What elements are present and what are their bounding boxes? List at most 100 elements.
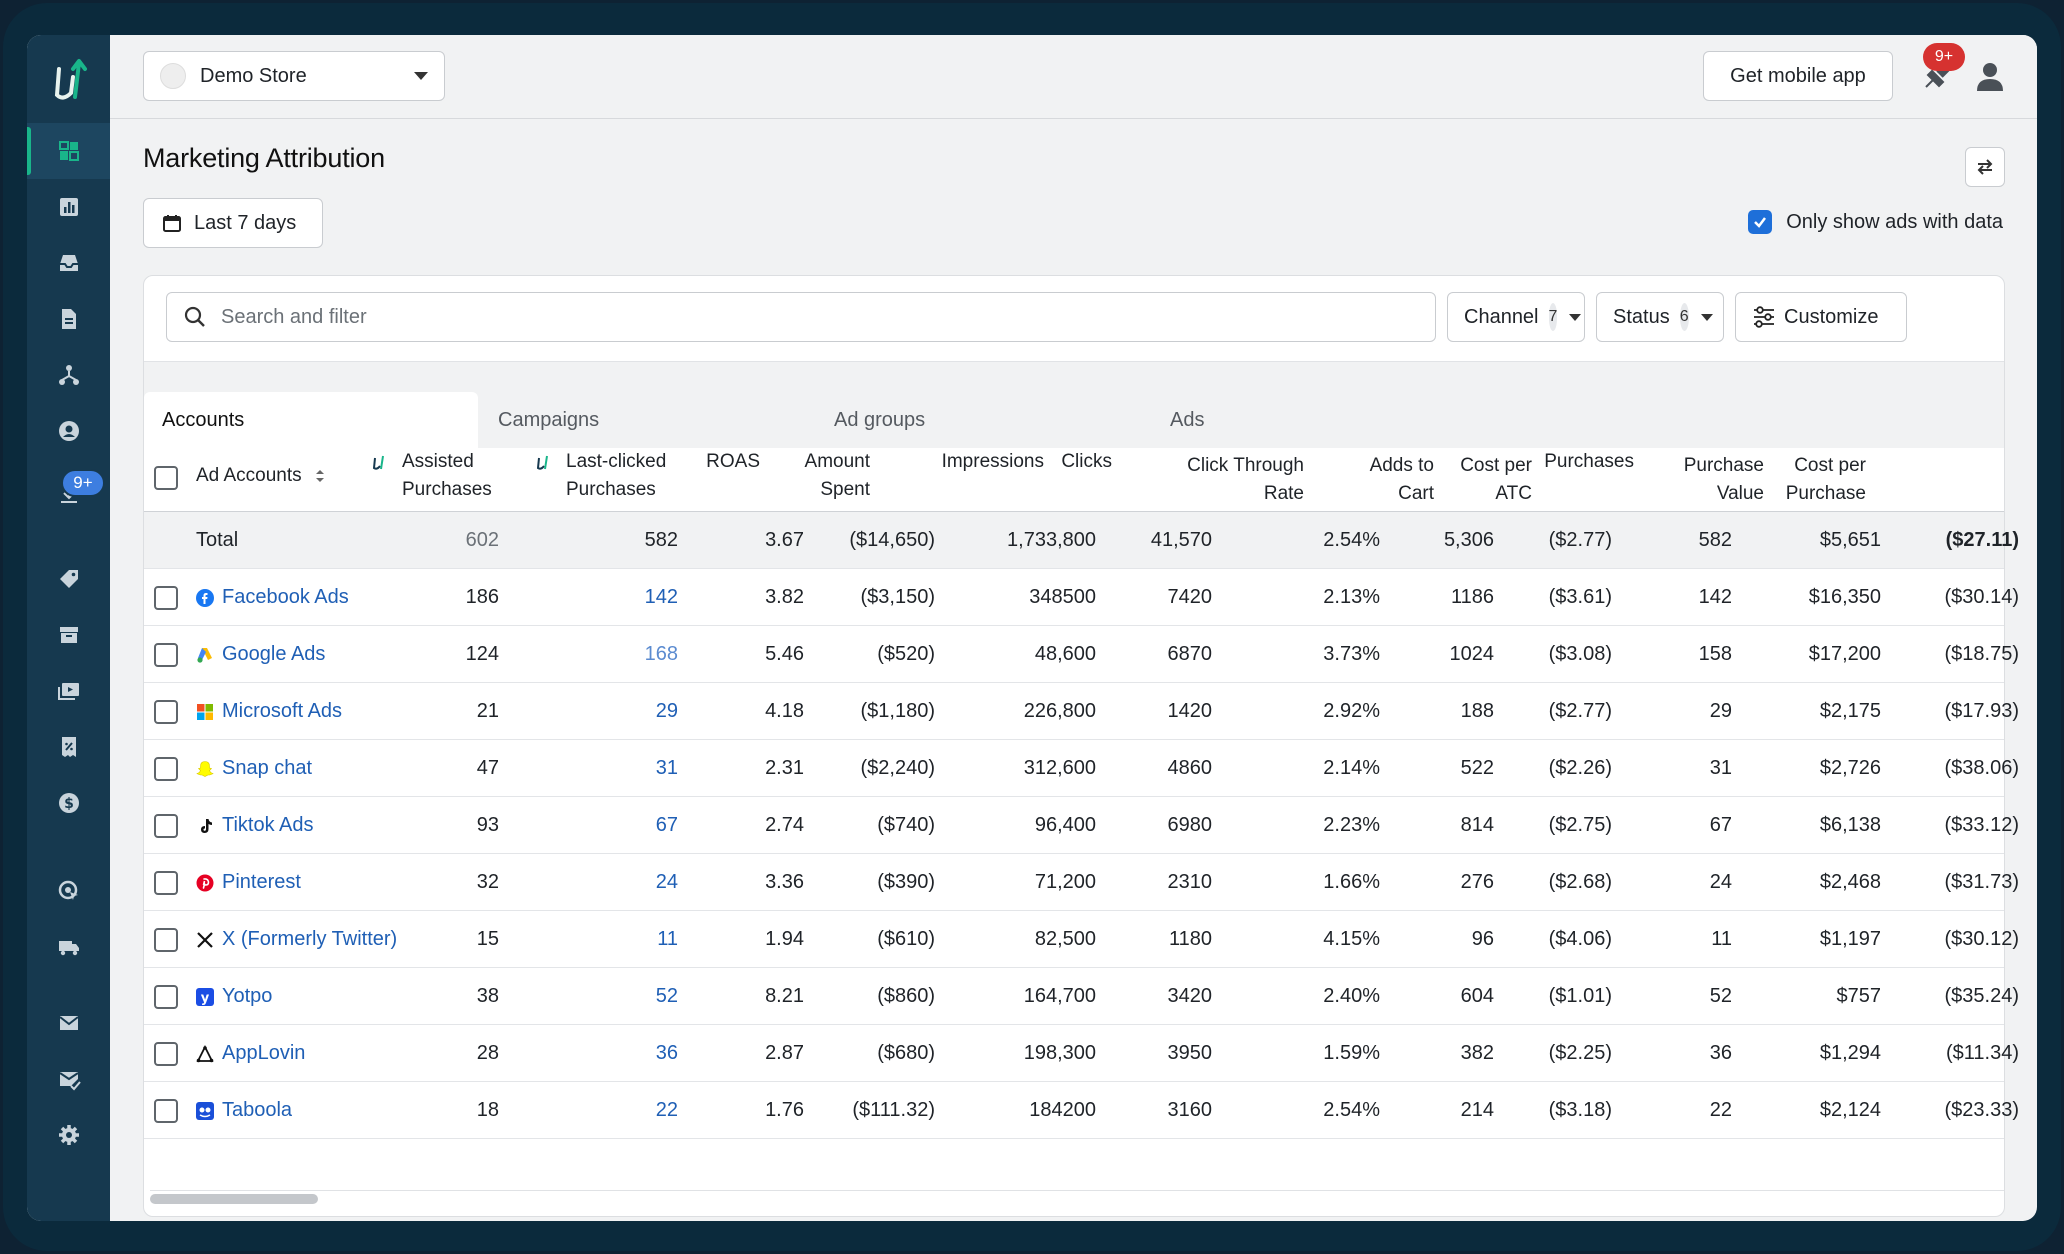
table-row[interactable]: Taboola 18 22 1.76 ($111.32) 184200 3160 2.54% 2… <box>144 1082 2019 1139</box>
column-last-clicked-purchases[interactable]: Last-clicked Purchases <box>536 448 666 504</box>
nav-campaign-mail[interactable] <box>27 1051 110 1107</box>
nav-settings[interactable] <box>27 1107 110 1163</box>
nav-dashboard[interactable] <box>27 123 110 179</box>
nav-network[interactable] <box>27 347 110 403</box>
table-row[interactable]: y Yotpo 38 52 8.21 ($860) 164,700 3420 2.40% 604 (… <box>144 968 2019 1025</box>
cell-atc: 1024 <box>1449 643 1495 665</box>
get-mobile-app-button[interactable]: Get mobile app <box>1703 51 1893 101</box>
date-range-button[interactable]: Last 7 days <box>143 198 323 248</box>
nav-receipts[interactable] <box>27 719 110 775</box>
cell-lastclicked[interactable]: 29 <box>655 700 678 722</box>
account-link[interactable]: Snap chat <box>196 740 312 797</box>
nav-documents[interactable] <box>27 291 110 347</box>
nav-reports[interactable] <box>27 179 110 235</box>
row-checkbox[interactable] <box>154 813 178 838</box>
row-checkbox[interactable] <box>154 927 178 952</box>
table-row[interactable]: Microsoft Ads 21 29 4.18 ($1,180) 226,800 1420… <box>144 683 2019 740</box>
column-cost-per-atc[interactable]: Cost per ATC <box>1434 452 1532 508</box>
account-name[interactable]: AppLovin <box>196 1042 305 1065</box>
nav-inbox[interactable] <box>27 235 110 291</box>
cell-lastclicked[interactable]: 31 <box>655 757 678 779</box>
row-checkbox[interactable] <box>154 1098 178 1123</box>
cell-lastclicked[interactable]: 22 <box>655 1099 678 1121</box>
table-row[interactable]: Tiktok Ads 93 67 2.74 ($740) 96,400 6980 2.23% 8… <box>144 797 2019 854</box>
account-link[interactable]: AppLovin <box>196 1025 305 1082</box>
tab-ad-groups[interactable]: Ad groups <box>834 408 926 431</box>
tab-ads[interactable]: Ads <box>1170 408 1205 431</box>
column-amount-spent[interactable]: Amount Spent <box>744 448 870 504</box>
cell-lastclicked[interactable]: 67 <box>655 814 678 836</box>
account-link[interactable]: Pinterest <box>196 854 301 911</box>
column-purchase-value[interactable]: Purchase Value <box>1644 452 1764 508</box>
account-name[interactable]: y Yotpo <box>196 985 272 1008</box>
search-input[interactable]: Search and filter <box>166 292 1436 342</box>
nav-billing[interactable]: $ <box>27 775 110 831</box>
tab-accounts[interactable]: Accounts <box>144 392 478 448</box>
column-ctr[interactable]: Click Through Rate <box>1104 452 1304 508</box>
column-roas[interactable]: ROAS <box>706 451 760 472</box>
account-link[interactable]: Microsoft Ads <box>196 683 342 740</box>
account-name[interactable]: Pinterest <box>196 871 301 894</box>
column-clicks[interactable]: Clicks <box>1061 451 1112 472</box>
account-link[interactable]: Taboola <box>196 1082 292 1139</box>
customize-button[interactable]: Customize <box>1735 292 1907 342</box>
status-filter-button[interactable]: Status 6 <box>1596 292 1724 342</box>
cell-lastclicked[interactable]: 11 <box>657 928 678 950</box>
nav-mail[interactable] <box>27 995 110 1051</box>
row-checkbox[interactable] <box>154 642 178 667</box>
swap-view-button[interactable] <box>1965 147 2005 187</box>
account-name[interactable]: Microsoft Ads <box>196 700 342 723</box>
table-row[interactable]: Pinterest 32 24 3.36 ($390) 71,200 2310 1.66% 27… <box>144 854 2019 911</box>
nav-media[interactable] <box>27 663 110 719</box>
nav-profile[interactable] <box>27 403 110 459</box>
account-link[interactable]: y Yotpo <box>196 968 272 1025</box>
account-name[interactable]: Taboola <box>196 1099 292 1122</box>
account-name[interactable]: Tiktok Ads <box>196 814 314 837</box>
cell-lastclicked[interactable]: 24 <box>655 871 678 893</box>
nav-tags[interactable] <box>27 551 110 607</box>
nav-archive[interactable] <box>27 607 110 663</box>
only-show-ads-toggle[interactable]: Only show ads with data <box>1748 210 2003 234</box>
row-checkbox[interactable] <box>154 870 178 895</box>
account-name[interactable]: Snap chat <box>196 757 312 780</box>
account-link[interactable]: X (Formerly Twitter) <box>196 911 397 968</box>
column-cost-per-purchase[interactable]: Cost per Purchase <box>1744 452 1866 508</box>
table-row[interactable]: AppLovin 28 36 2.87 ($680) 198,300 3950 1.59% 38… <box>144 1025 2019 1082</box>
row-checkbox[interactable] <box>154 585 178 610</box>
chevron-down-icon <box>1569 313 1582 321</box>
account-name[interactable]: X (Formerly Twitter) <box>196 928 397 951</box>
channel-filter-button[interactable]: Channel 7 <box>1447 292 1585 342</box>
row-checkbox[interactable] <box>154 984 178 1009</box>
user-icon[interactable] <box>1975 61 2005 93</box>
cell-lastclicked[interactable]: 36 <box>655 1042 678 1064</box>
table-row[interactable]: X (Formerly Twitter) 15 11 1.94 ($610) 82,500… <box>144 911 2019 968</box>
cell-ctr: 4.15% <box>1323 928 1380 950</box>
column-ad-accounts[interactable]: Ad Accounts <box>196 462 326 490</box>
account-link[interactable]: Tiktok Ads <box>196 797 314 854</box>
table-row[interactable]: Snap chat 47 31 2.31 ($2,240) 312,600 4860 2.14… <box>144 740 2019 797</box>
column-purchases[interactable]: Purchases <box>1544 451 1634 472</box>
row-checkbox[interactable] <box>154 1041 178 1066</box>
column-adds-to-cart[interactable]: Adds to Cart <box>1334 452 1434 508</box>
cell-lastclicked[interactable]: 168 <box>644 643 678 665</box>
account-link[interactable]: Facebook Ads <box>196 569 349 626</box>
cell-lastclicked[interactable]: 52 <box>655 985 678 1007</box>
nav-targeting[interactable] <box>27 863 110 919</box>
horizontal-scrollbar[interactable] <box>150 1190 2004 1204</box>
table-row[interactable]: Facebook Ads 186 142 3.82 ($3,150) 348500 7420… <box>144 569 2019 626</box>
account-name[interactable]: Facebook Ads <box>196 586 349 609</box>
row-checkbox[interactable] <box>154 756 178 781</box>
scrollbar-thumb[interactable] <box>150 1194 318 1204</box>
column-impressions[interactable]: Impressions <box>941 451 1044 472</box>
column-assisted-purchases[interactable]: Assisted Purchases <box>372 448 492 504</box>
cell-lastclicked[interactable]: 142 <box>644 586 678 608</box>
table-row[interactable]: Google Ads 124 168 5.46 ($520) 48,600 6870 3.73… <box>144 626 2019 683</box>
checkbox-checked[interactable] <box>1748 210 1773 234</box>
row-checkbox[interactable] <box>154 699 178 724</box>
account-link[interactable]: Google Ads <box>196 626 325 683</box>
nav-shipping[interactable] <box>27 919 110 975</box>
store-selector[interactable]: Demo Store <box>143 51 445 101</box>
account-name[interactable]: Google Ads <box>196 643 325 666</box>
tab-campaigns[interactable]: Campaigns <box>498 408 600 431</box>
select-all-checkbox[interactable] <box>154 466 178 490</box>
